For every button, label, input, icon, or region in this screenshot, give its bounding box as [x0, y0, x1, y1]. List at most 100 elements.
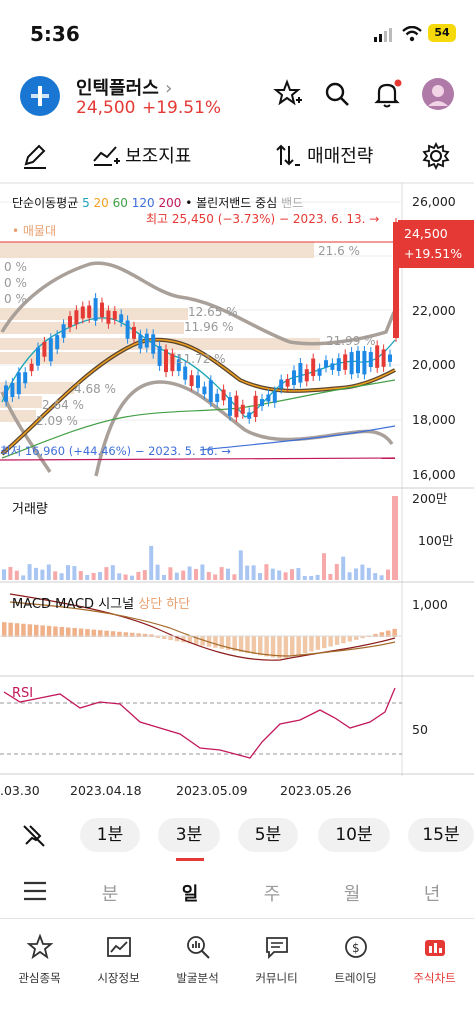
search-icon[interactable]: [321, 78, 353, 110]
candle: [208, 380, 213, 402]
macd-bar: [53, 626, 58, 637]
nav-market-info[interactable]: 시장정보: [79, 934, 158, 986]
candle: [176, 359, 181, 372]
interval-10m[interactable]: 10분: [318, 818, 390, 852]
nav-community[interactable]: 커뮤니티: [237, 934, 316, 986]
vp-pct: 2.09 %: [36, 414, 78, 428]
nav-watchlist[interactable]: 관심종목: [0, 933, 79, 986]
candle: [234, 395, 239, 418]
candle: [68, 316, 72, 328]
stock-name-link[interactable]: 인텍플러스 ›: [76, 78, 173, 99]
candle: [61, 324, 66, 338]
macd-bar: [130, 632, 135, 637]
nav-discovery[interactable]: 발굴분석: [158, 934, 237, 986]
star-plus-icon[interactable]: [271, 78, 303, 110]
macd-bar: [21, 623, 26, 637]
period-minute[interactable]: 분: [101, 884, 119, 905]
candle: [375, 345, 380, 368]
period-day[interactable]: 일: [181, 884, 199, 905]
volume-bar: [194, 568, 198, 580]
nav-trading[interactable]: $ 트레이딩: [316, 934, 395, 986]
macd-bar: [283, 636, 289, 659]
volume-bar: [283, 572, 288, 580]
volume-bar: [270, 568, 275, 580]
star-icon: [26, 933, 53, 960]
volume-bar: [226, 568, 230, 580]
vp-pct: 21.99 %: [326, 334, 376, 348]
macd-bar: [347, 636, 353, 642]
gear-icon[interactable]: [422, 142, 450, 170]
pin-off-icon[interactable]: [20, 822, 48, 850]
date-tick: 2023.04.18: [70, 783, 142, 798]
vp-pct: 11.96 %: [184, 320, 234, 334]
volume-bar: [379, 575, 384, 580]
macd-bar: [270, 636, 276, 658]
macd-bar: [226, 636, 231, 650]
volume-tick: 200만: [412, 491, 448, 506]
interval-5m[interactable]: 5분: [238, 818, 298, 852]
volume-bar: [117, 573, 122, 580]
interval-1m[interactable]: 1분: [80, 818, 140, 852]
period-week[interactable]: 주: [263, 884, 281, 905]
macd-bar: [117, 631, 122, 637]
interval-15m[interactable]: 15분: [408, 818, 474, 852]
volume-bar: [123, 574, 128, 580]
candle: [221, 389, 226, 401]
macd-bar: [232, 636, 237, 651]
macd-bar: [290, 636, 295, 657]
aux-indicator-button[interactable]: 보조지표: [92, 142, 191, 168]
notification-bell-icon[interactable]: [371, 78, 403, 110]
period-year[interactable]: 년: [423, 884, 441, 905]
vp-pct: 11.72 %: [176, 352, 226, 366]
candle: [356, 350, 360, 374]
pencil-icon[interactable]: [20, 142, 48, 170]
trade-strategy-button[interactable]: 매매전략: [274, 142, 373, 168]
candle: [240, 404, 245, 414]
volume-bar: [2, 569, 6, 580]
candle: [311, 358, 316, 377]
volume-bar: [309, 575, 314, 580]
macd-bar: [322, 636, 327, 649]
date-tick: 2023.05.26: [280, 783, 352, 798]
macd-bar: [379, 632, 385, 637]
volume-bar: [373, 573, 378, 580]
macd-bar: [85, 629, 90, 637]
period-month[interactable]: 월: [343, 884, 361, 905]
nav-stock-chart[interactable]: 주식차트: [395, 934, 474, 986]
avatar[interactable]: [422, 78, 454, 110]
date-tick: 2023.05.09: [176, 783, 248, 798]
macd-bar: [136, 633, 141, 637]
stock-chart[interactable]: [0, 182, 474, 802]
menu-icon[interactable]: [22, 880, 48, 902]
chat-bubble-icon: [265, 937, 288, 960]
volume-bar: [334, 564, 339, 580]
sort-arrows-icon: [276, 144, 300, 166]
macd-bar: [59, 626, 65, 637]
candle: [349, 352, 354, 375]
volume-bar: [341, 556, 346, 580]
macd-bar: [110, 631, 116, 637]
interval-selected-indicator: [176, 858, 204, 861]
volume-bar: [213, 574, 218, 580]
volume-bar: [27, 564, 32, 580]
high-note: 최고 25,450 (−3.73%) − 2023. 6. 13. →: [146, 212, 380, 226]
macd-bar: [200, 636, 205, 646]
macd-bar: [14, 623, 20, 637]
macd-label: MACD MACD 시그널 상단 하단: [12, 597, 191, 612]
svg-text:$: $: [352, 941, 360, 955]
macd-bar: [34, 624, 39, 637]
macd-bar: [264, 636, 269, 657]
candle: [202, 386, 207, 395]
price-change: +19.51%: [142, 98, 222, 118]
line-chart-icon: [106, 937, 131, 957]
candle: [55, 335, 60, 350]
macd-bar: [392, 628, 397, 637]
candlestick-series: [4, 293, 392, 424]
candle: [36, 347, 40, 366]
macd-bar: [245, 636, 250, 654]
candle: [42, 341, 47, 357]
price-tick: 16,000: [412, 467, 456, 482]
candle: [336, 358, 341, 372]
interval-3m[interactable]: 3분: [158, 818, 220, 852]
current-price-badge: 24,500 +19.51%: [398, 220, 474, 268]
